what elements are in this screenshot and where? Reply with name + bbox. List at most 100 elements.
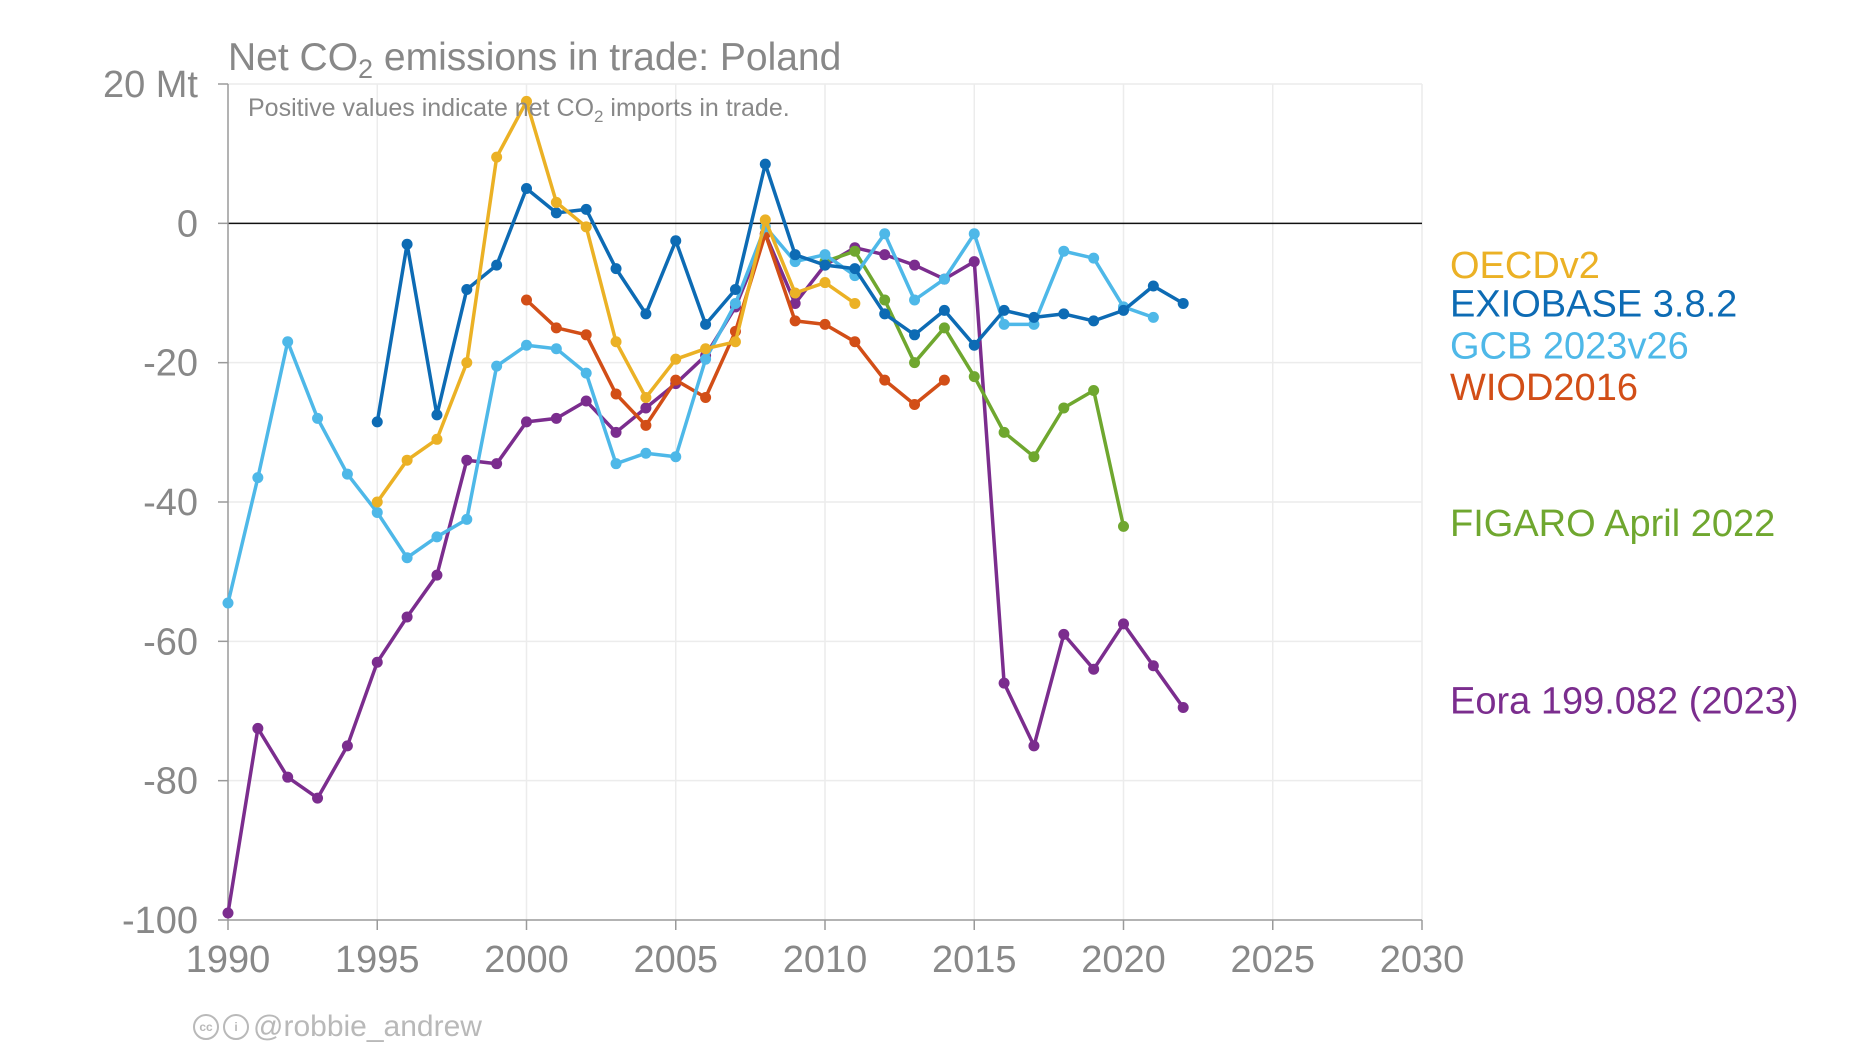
data-point: [550, 207, 562, 219]
chart-subtitle: Positive values indicate net CO2 imports…: [248, 94, 790, 126]
data-point: [998, 318, 1010, 330]
data-point: [789, 287, 801, 299]
data-point: [879, 228, 891, 240]
data-point: [700, 318, 712, 330]
series-exiobase-3-8-2: [371, 158, 1189, 428]
data-point: [580, 367, 592, 379]
data-point: [819, 249, 831, 261]
chart-title-suffix: emissions in trade: Poland: [373, 36, 841, 79]
data-point: [521, 95, 532, 107]
data-point: [1058, 628, 1070, 640]
data-point: [1088, 252, 1100, 264]
data-point: [849, 336, 861, 348]
data-point: [968, 339, 980, 351]
chart-subtitle-suffix: imports in trade.: [603, 94, 789, 122]
data-point: [968, 228, 980, 240]
series-wiod2016: [521, 228, 950, 431]
data-point: [1028, 740, 1040, 752]
data-point: [1177, 702, 1189, 714]
x-tick-label: 2025: [1230, 939, 1315, 981]
series: [222, 95, 1189, 919]
axes: 1990 1995 2000 2005 2010 2015 2020 2025 2030 20 M…: [103, 64, 1464, 981]
data-point: [1118, 304, 1129, 316]
data-point: [550, 412, 562, 424]
y-tick-label: -20: [143, 343, 198, 385]
data-point: [670, 235, 682, 247]
x-tick-label: 2015: [932, 939, 1017, 981]
data-point: [640, 308, 652, 320]
data-point: [909, 357, 921, 369]
data-point: [1147, 311, 1159, 323]
data-point: [1088, 315, 1100, 327]
data-point: [401, 552, 413, 564]
data-point: [879, 249, 891, 261]
data-point: [282, 336, 294, 348]
x-tick-label: 1995: [335, 939, 420, 981]
data-point: [789, 297, 801, 309]
data-point: [371, 656, 383, 668]
data-point: [341, 468, 353, 480]
data-point: [670, 353, 682, 365]
data-point: [879, 294, 891, 306]
data-point: [1028, 451, 1040, 463]
chart-subtitle-subscript: 2: [594, 107, 603, 126]
data-point: [521, 183, 532, 194]
data-point: [491, 259, 503, 271]
data-point: [252, 472, 264, 484]
data-point: [431, 433, 443, 445]
data-point: [491, 458, 503, 470]
data-point: [819, 277, 831, 289]
data-point: [610, 388, 622, 400]
data-point: [700, 392, 712, 403]
data-point: [491, 151, 503, 163]
data-point: [670, 374, 682, 386]
series-line: [375, 162, 1185, 424]
data-point: [640, 392, 652, 403]
data-point: [610, 426, 622, 438]
data-point: [968, 371, 980, 383]
data-point: [461, 513, 473, 525]
data-point: [998, 304, 1010, 316]
data-point: [580, 221, 592, 233]
attribution-icon: i: [223, 1014, 249, 1040]
data-point: [729, 284, 741, 296]
x-tick-label: 2030: [1380, 939, 1465, 981]
legend-label: Eora 199.082 (2023): [1450, 681, 1799, 723]
y-tick-label: -40: [143, 482, 198, 524]
data-point: [341, 740, 353, 752]
data-point: [580, 203, 592, 215]
data-point: [401, 611, 413, 623]
data-point: [550, 196, 562, 208]
data-point: [1147, 280, 1159, 292]
credit: cc i @robbie_andrew: [193, 1010, 482, 1044]
data-point: [580, 329, 592, 341]
data-point: [550, 343, 562, 355]
y-tick-label: -60: [143, 621, 198, 663]
data-point: [580, 395, 592, 407]
data-point: [491, 360, 503, 372]
data-point: [849, 245, 861, 257]
data-point: [1058, 245, 1070, 257]
data-point: [222, 907, 234, 919]
data-point: [909, 398, 921, 410]
x-tick-label: 2020: [1081, 939, 1166, 981]
data-point: [640, 402, 652, 414]
data-point: [1088, 385, 1100, 397]
data-point: [610, 458, 622, 470]
data-point: [998, 677, 1010, 689]
credit-handle: @robbie_andrew: [253, 1010, 482, 1043]
data-point: [819, 259, 831, 271]
data-point: [938, 322, 950, 334]
data-point: [789, 249, 801, 261]
data-point: [312, 412, 324, 424]
data-point: [431, 569, 443, 581]
data-point: [401, 454, 413, 466]
data-point: [1088, 663, 1100, 675]
legend-label: FIGARO April 2022: [1450, 503, 1775, 545]
chart-title-subscript: 2: [358, 54, 373, 84]
data-point: [879, 374, 891, 386]
data-point: [879, 308, 891, 320]
data-point: [729, 336, 741, 348]
data-point: [1118, 520, 1129, 532]
